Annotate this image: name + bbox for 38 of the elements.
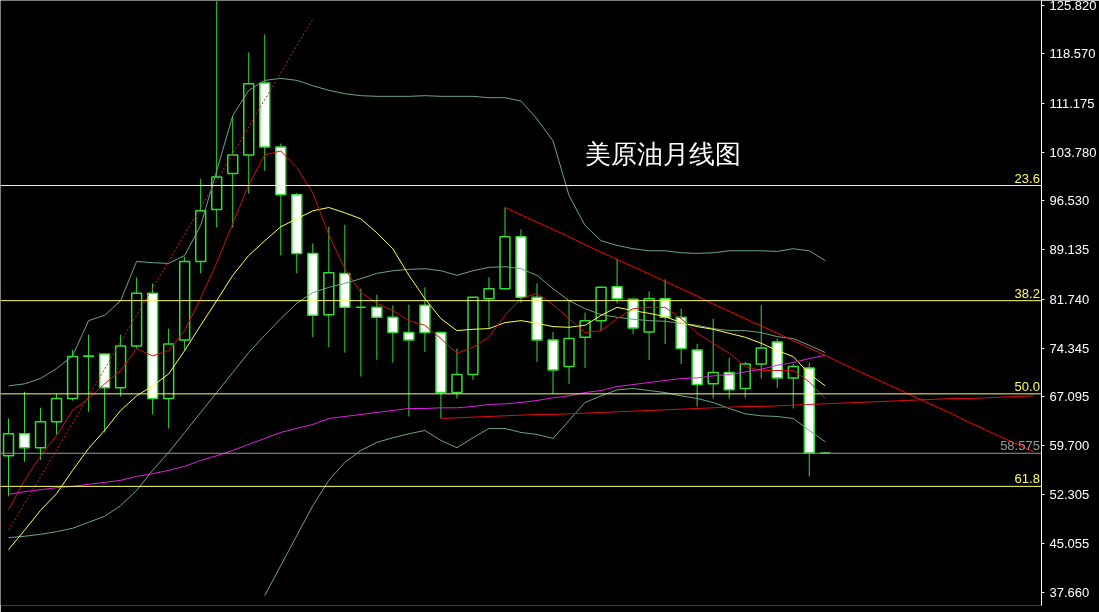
annotation: 23.6	[1014, 170, 1040, 186]
line-series	[264, 388, 826, 597]
annotation: 61.8	[1014, 471, 1040, 487]
y-tick-label: 81.740	[1049, 291, 1090, 307]
line-series	[8, 206, 826, 551]
candlestick	[50, 393, 63, 435]
candlestick	[723, 357, 735, 400]
y-tick-label: 67.095	[1049, 389, 1090, 405]
line-series	[8, 18, 314, 531]
candlestick	[371, 294, 383, 361]
y-tick-label: 74.345	[1049, 340, 1090, 356]
candlestick	[355, 288, 367, 378]
y-tick-label: 118.570	[1049, 46, 1096, 62]
candlestick	[403, 304, 415, 417]
candlestick	[387, 304, 399, 364]
candlestick	[483, 276, 495, 329]
candlestick	[755, 304, 767, 380]
candlestick	[611, 258, 623, 304]
y-tick-label: 125.820	[1049, 0, 1097, 14]
line-series	[8, 77, 826, 387]
line-series	[8, 354, 826, 495]
y-tick-label: 111.175	[1049, 95, 1095, 111]
annotation: 50.0	[1014, 378, 1040, 394]
line-series	[8, 266, 826, 539]
candlestick	[707, 318, 719, 400]
candlestick	[18, 391, 31, 463]
annotation: 38.2	[1014, 285, 1040, 301]
candlestick	[82, 334, 95, 413]
y-tick-label: 37.660	[1049, 584, 1090, 600]
y-tick-label: 45.055	[1049, 535, 1090, 551]
y-tick-label: 89.135	[1049, 242, 1090, 258]
y-tick-label: 59.700	[1049, 438, 1090, 454]
line-series	[440, 395, 1034, 419]
y-tick-label: 52.305	[1049, 487, 1090, 503]
y-tick-label: 96.530	[1049, 193, 1090, 209]
candlestick	[451, 348, 463, 400]
y-tick-label: 103.780	[1049, 144, 1097, 160]
text: 美原油月线图	[585, 139, 742, 170]
